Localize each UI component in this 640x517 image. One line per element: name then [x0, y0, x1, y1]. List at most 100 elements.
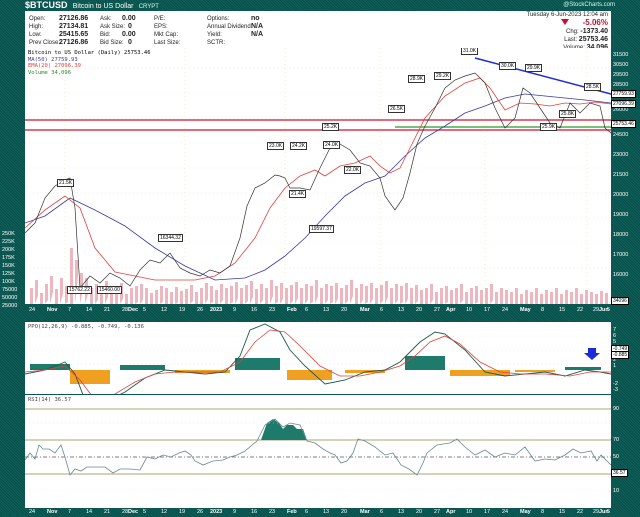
ppo-line: [25, 323, 611, 394]
ppo-legend: PPO(12,26,9) -0.885, -0.749, -0.136: [28, 324, 144, 330]
high-value: 27134.81: [59, 23, 89, 30]
date-tick: 28: [122, 307, 129, 313]
low-value: 25415.65: [59, 31, 89, 38]
date-tick: 5: [143, 509, 147, 515]
rsi-value-tag: 36.57: [611, 469, 628, 477]
ppo-signal-line: [25, 329, 611, 394]
annotation-peak: 21.5K: [57, 179, 75, 187]
volume-tick: 25000: [2, 303, 18, 309]
down-arrow-marker: [584, 348, 600, 360]
ppo-tick: -2: [613, 381, 618, 387]
ppo-chart-svg: [25, 323, 611, 394]
date-tick: 22: [577, 307, 584, 313]
date-tick: Apr: [446, 509, 456, 515]
sctr-label: SCTR:: [207, 40, 225, 46]
date-tick: Dec: [128, 307, 139, 313]
pct-change: -5.06%: [582, 18, 608, 27]
price-axis: 31500 30500 29500 28500 26000 24500 2300…: [613, 48, 640, 304]
bid-value: 0.00: [122, 31, 136, 38]
high-label: High:: [29, 24, 44, 30]
date-tick: 21: [104, 307, 111, 313]
open-value: 27126.86: [59, 15, 89, 22]
price-tick: 30500: [613, 62, 629, 68]
date-tick: 27: [434, 509, 441, 515]
volume-tick: 200K: [2, 247, 15, 253]
annotation-trough: 25.9K: [540, 123, 558, 131]
ppo-panel[interactable]: PPO(12,26,9) -0.885, -0.749, -0.136: [25, 322, 611, 394]
date-tick: 22: [577, 509, 584, 515]
ask-size-label: Ask Size:: [100, 24, 126, 30]
legend-ema20: EMA(20) 27096.39: [28, 63, 81, 69]
chg-value: -1373.40: [580, 28, 608, 35]
price-tick: 26000: [613, 107, 629, 113]
date-tick: 17: [484, 509, 491, 515]
annotation-peak: 25.2K: [322, 123, 340, 131]
date-tick: 6: [305, 509, 309, 515]
date-tick: 20: [416, 307, 423, 313]
date-axis-bottom: 24 Nov 7 14 21 28 Dec 5 12 19 26 2023 9 …: [25, 507, 611, 517]
volume-tick: 100K: [2, 279, 15, 285]
date-tick: 13: [398, 307, 405, 313]
ask-label: Ask:: [100, 16, 112, 22]
rsi-axis: 90 70 50 30 10: [613, 395, 640, 508]
yield-value: N/A: [251, 31, 264, 38]
date-tick: 24: [502, 307, 509, 313]
date-tick: 7: [68, 307, 72, 313]
mkt-cap-label: Mkt Cap:: [154, 32, 179, 38]
date-tick: 12: [161, 307, 168, 313]
quote-col-2: Ask: 0.00 Ask Size: 0 Bid: 0.00 Bid Size: 0: [100, 15, 136, 47]
date-tick: 23: [269, 307, 276, 313]
date-tick: Dec: [128, 509, 139, 515]
price-chart-svg: [25, 48, 611, 304]
ppo-tick: 5: [613, 339, 617, 345]
date-tick: 15: [559, 307, 566, 313]
date-tick: 8: [541, 509, 545, 515]
volume-tick: 75000: [2, 287, 18, 293]
annotation-peak: 23.0K: [267, 142, 285, 150]
volume-tick: 150K: [2, 263, 15, 269]
rsi-overbought-fill: [261, 419, 307, 440]
date-tick: 10: [466, 509, 473, 515]
legend-ma50: MA(50) 27759.93: [28, 56, 78, 63]
date-tick: 2023: [210, 307, 223, 313]
date-tick: 26: [197, 509, 204, 515]
price-tick: 23000: [613, 152, 629, 158]
rsi-tick: 70: [613, 437, 620, 443]
ma50-price-tag: 27759.93: [611, 90, 636, 98]
date-tick: 6: [305, 307, 309, 313]
ppo-value-tag: -0.885: [611, 351, 630, 359]
last-size-label: Last Size:: [154, 40, 181, 46]
annotation-peak: 24.0K: [323, 141, 341, 149]
prev-close-label: Prev Close:: [29, 40, 61, 46]
date-tick: 5: [607, 307, 611, 313]
volume-bars: [30, 248, 608, 304]
volume-tick: 175K: [2, 255, 15, 261]
date-tick: Nov: [47, 307, 58, 313]
legend-main: Bitcoin to US Dollar (Daily) 25753.46: [28, 50, 151, 56]
date-tick: 21: [104, 509, 111, 515]
low-label: Low:: [29, 32, 42, 38]
volume-tick: 250K: [2, 231, 15, 237]
ask-size-value: 0: [128, 23, 132, 30]
date-tick: 20: [341, 509, 348, 515]
annotation-peak: 29.9K: [525, 64, 543, 72]
date-tick: 28: [122, 509, 129, 515]
title-bar: $BTCUSD Bitcoin to US Dollar CRYPT @Stoc…: [25, 0, 615, 11]
date-tick: May: [520, 307, 531, 313]
annotation-peak: 26.5K: [388, 105, 406, 113]
bid-size-label: Bid Size:: [100, 40, 124, 46]
price-panel[interactable]: Bitcoin to US Dollar (Daily) 25753.46 MA…: [25, 48, 611, 304]
price-tick: 24500: [613, 132, 629, 138]
date-tick: 29: [593, 509, 600, 515]
date-tick: 19: [179, 509, 186, 515]
quote-col-4: Options: no Annual Dividend:N/A Yield: N/A…: [207, 15, 263, 47]
dividend-value: N/A: [251, 23, 264, 30]
annotation-trough: 15460.00: [97, 286, 122, 294]
date-tick: 17: [484, 307, 491, 313]
brand-link[interactable]: @StockCharts.com: [563, 2, 615, 8]
bid-label: Bid:: [100, 32, 111, 38]
quote-summary: Tuesday 6-Jun-2023 12:04 am -5.06% Chg: …: [527, 11, 609, 52]
rsi-panel[interactable]: RSI(14) 36.57: [25, 395, 611, 508]
down-arrow-icon: [560, 19, 569, 25]
annotation-peak: 28.5K: [584, 83, 602, 91]
